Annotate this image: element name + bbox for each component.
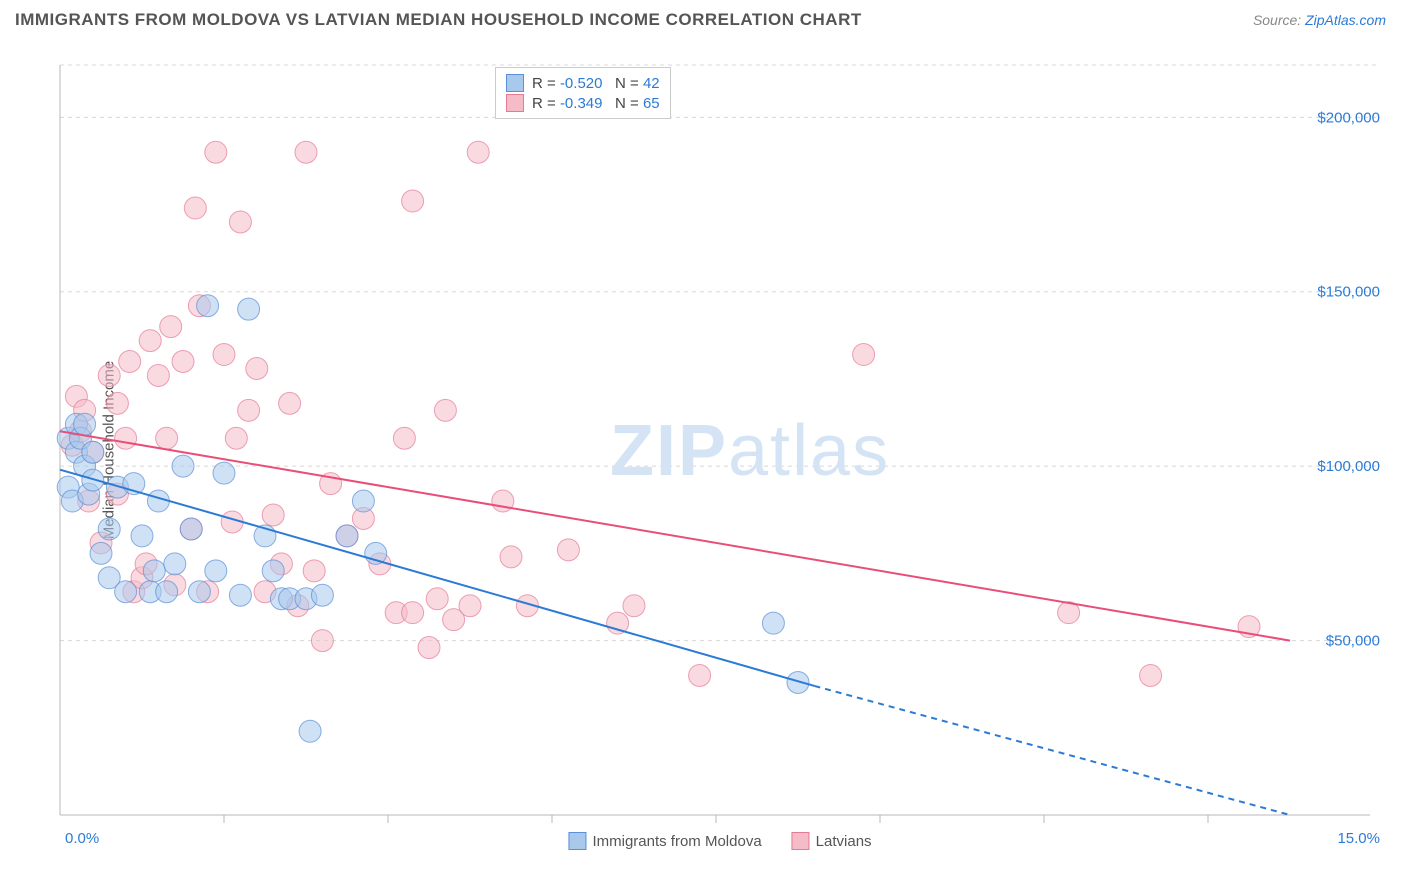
legend-item: Latvians <box>792 832 872 850</box>
header: IMMIGRANTS FROM MOLDOVA VS LATVIAN MEDIA… <box>0 0 1406 35</box>
data-point <box>623 595 645 617</box>
data-point <box>336 525 358 547</box>
legend-swatch <box>506 74 524 92</box>
data-point <box>459 595 481 617</box>
data-point <box>184 197 206 219</box>
data-point <box>139 330 161 352</box>
data-point <box>205 560 227 582</box>
data-point <box>156 581 178 603</box>
stats-legend-row: R = -0.520 N = 42 <box>506 74 660 92</box>
legend-swatch <box>568 832 586 850</box>
data-point <box>762 612 784 634</box>
data-point <box>352 490 374 512</box>
data-point <box>98 364 120 386</box>
data-point <box>299 720 321 742</box>
data-point <box>311 584 333 606</box>
data-point <box>98 518 120 540</box>
data-point <box>426 588 448 610</box>
y-tick-label: $150,000 <box>1317 284 1380 301</box>
data-point <box>238 298 260 320</box>
data-point <box>119 351 141 373</box>
legend-label: Immigrants from Moldova <box>592 833 761 850</box>
data-point <box>74 413 96 435</box>
data-point <box>90 542 112 564</box>
data-point <box>402 602 424 624</box>
data-point <box>143 560 165 582</box>
data-point <box>295 141 317 163</box>
data-point <box>115 427 137 449</box>
series-legend: Immigrants from Moldova Latvians <box>568 832 871 850</box>
data-point <box>434 399 456 421</box>
data-point <box>172 351 194 373</box>
data-point <box>82 469 104 491</box>
data-point <box>229 584 251 606</box>
source-link[interactable]: ZipAtlas.com <box>1305 12 1386 28</box>
data-point <box>853 344 875 366</box>
data-point <box>160 316 182 338</box>
x-axis-max-label: 15.0% <box>1337 830 1380 845</box>
data-point <box>557 539 579 561</box>
data-point <box>180 518 202 540</box>
data-point <box>147 364 169 386</box>
data-point <box>311 630 333 652</box>
data-point <box>205 141 227 163</box>
y-tick-label: $200,000 <box>1317 109 1380 126</box>
legend-swatch <box>792 832 810 850</box>
source-attribution: Source: ZipAtlas.com <box>1253 12 1386 28</box>
data-point <box>279 392 301 414</box>
stats-legend-row: R = -0.349 N = 65 <box>506 94 660 112</box>
data-point <box>225 427 247 449</box>
data-point <box>303 560 325 582</box>
data-point <box>115 581 137 603</box>
data-point <box>500 546 522 568</box>
data-point <box>689 664 711 686</box>
data-point <box>197 295 219 317</box>
y-tick-label: $50,000 <box>1326 633 1380 650</box>
data-point <box>402 190 424 212</box>
stats-text: R = -0.349 N = 65 <box>532 95 660 112</box>
data-point <box>188 581 210 603</box>
data-point <box>1140 664 1162 686</box>
trend-line-extrapolated <box>814 686 1290 815</box>
chart-container: Median Household Income $50,000$100,000$… <box>50 55 1390 845</box>
legend-item: Immigrants from Moldova <box>568 832 761 850</box>
legend-swatch <box>506 94 524 112</box>
data-point <box>393 427 415 449</box>
data-point <box>246 357 268 379</box>
stats-text: R = -0.520 N = 42 <box>532 75 660 92</box>
trend-line <box>60 431 1290 640</box>
chart-title: IMMIGRANTS FROM MOLDOVA VS LATVIAN MEDIA… <box>15 10 862 30</box>
data-point <box>213 462 235 484</box>
data-point <box>82 441 104 463</box>
data-point <box>418 637 440 659</box>
data-point <box>131 525 153 547</box>
x-axis-min-label: 0.0% <box>65 830 99 845</box>
data-point <box>106 392 128 414</box>
y-tick-label: $100,000 <box>1317 458 1380 475</box>
data-point <box>238 399 260 421</box>
data-point <box>213 344 235 366</box>
scatter-plot: $50,000 $100,000 $150,000 $200,000 0.0% 15.0% <box>50 55 1390 845</box>
data-point <box>467 141 489 163</box>
data-point <box>262 560 284 582</box>
stats-legend: R = -0.520 N = 42 R = -0.349 N = 65 <box>495 67 671 119</box>
source-prefix: Source: <box>1253 12 1305 28</box>
data-point <box>164 553 186 575</box>
legend-label: Latvians <box>816 833 872 850</box>
data-point <box>156 427 178 449</box>
data-point <box>229 211 251 233</box>
data-point <box>172 455 194 477</box>
data-point <box>262 504 284 526</box>
